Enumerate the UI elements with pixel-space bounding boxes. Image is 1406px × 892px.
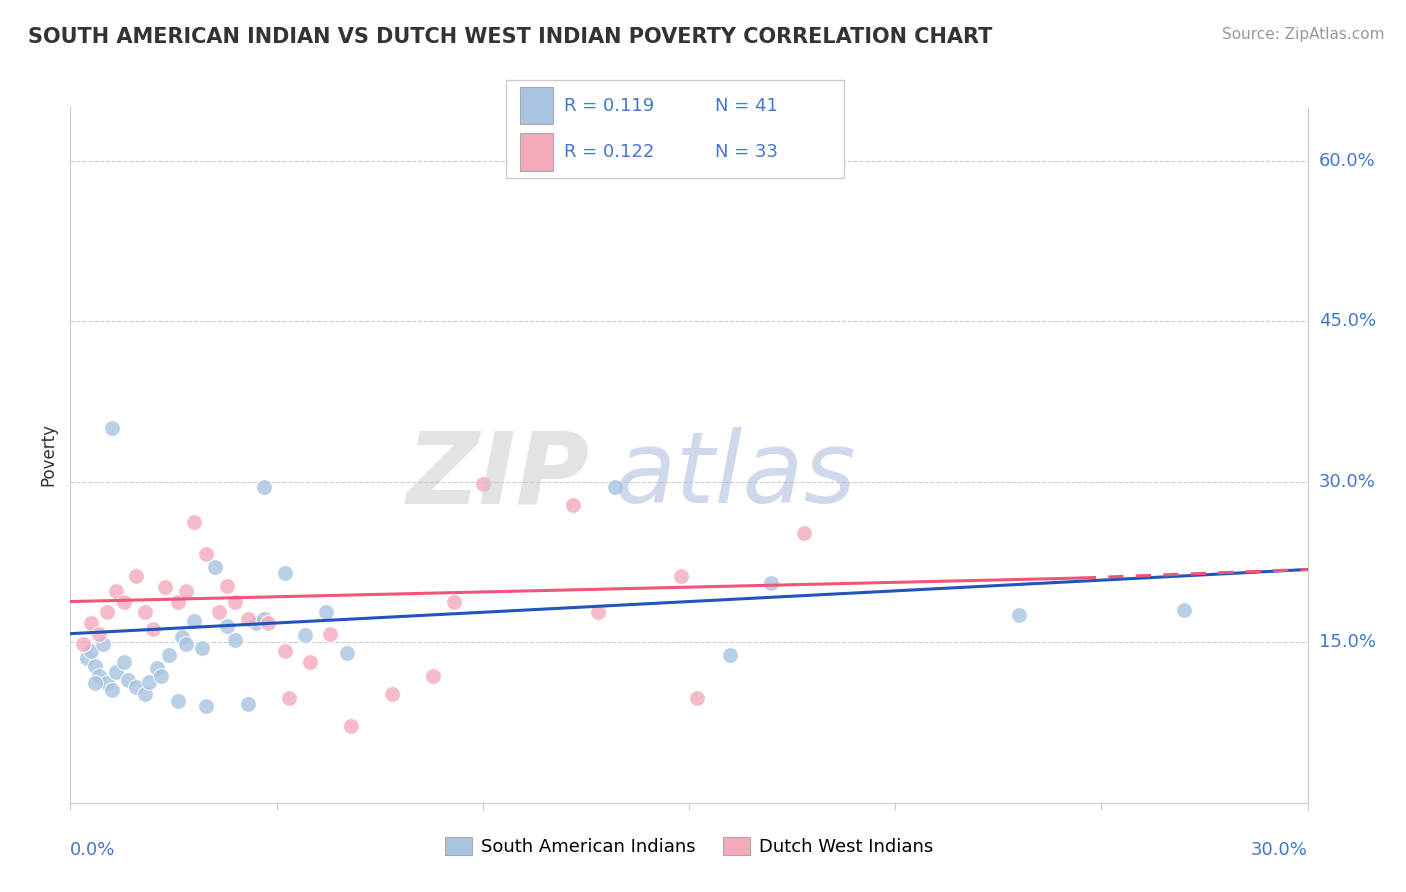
Point — [381, 687, 404, 701]
Text: N = 41: N = 41 — [716, 97, 779, 115]
Point — [183, 614, 205, 628]
Point — [166, 694, 188, 708]
Text: 60.0%: 60.0% — [1319, 152, 1375, 169]
FancyBboxPatch shape — [506, 80, 844, 178]
Point — [257, 615, 280, 630]
Point — [422, 669, 444, 683]
Point — [471, 476, 494, 491]
Point — [204, 560, 226, 574]
Point — [125, 680, 148, 694]
Point — [236, 612, 259, 626]
Point — [253, 612, 276, 626]
Point — [91, 637, 114, 651]
Point — [157, 648, 180, 662]
Point — [134, 605, 156, 619]
Point — [215, 619, 238, 633]
Point — [793, 526, 815, 541]
Point — [224, 594, 246, 608]
Text: ZIP: ZIP — [406, 427, 591, 524]
Point — [586, 605, 609, 619]
Point — [100, 683, 122, 698]
Text: 30.0%: 30.0% — [1319, 473, 1375, 491]
Point — [89, 669, 111, 683]
Point — [236, 698, 259, 712]
Point — [195, 699, 218, 714]
Text: 0.0%: 0.0% — [70, 841, 115, 859]
Text: SOUTH AMERICAN INDIAN VS DUTCH WEST INDIAN POVERTY CORRELATION CHART: SOUTH AMERICAN INDIAN VS DUTCH WEST INDI… — [28, 27, 993, 46]
Point — [117, 673, 139, 687]
Point — [72, 637, 94, 651]
Text: 30.0%: 30.0% — [1251, 841, 1308, 859]
Point — [1173, 603, 1195, 617]
Point — [100, 421, 122, 435]
Point — [603, 480, 626, 494]
Point — [76, 651, 98, 665]
Point — [150, 669, 173, 683]
Point — [89, 626, 111, 640]
Point — [562, 498, 585, 512]
Point — [339, 719, 361, 733]
Text: N = 33: N = 33 — [716, 143, 779, 161]
Point — [80, 644, 103, 658]
Point — [319, 626, 342, 640]
Point — [112, 655, 135, 669]
Point — [183, 516, 205, 530]
Point — [142, 623, 165, 637]
Point — [215, 578, 238, 592]
Point — [253, 480, 276, 494]
Point — [84, 658, 107, 673]
Point — [153, 580, 176, 594]
Point — [84, 676, 107, 690]
Point — [224, 633, 246, 648]
Point — [761, 576, 783, 591]
Text: 15.0%: 15.0% — [1319, 633, 1375, 651]
Point — [294, 628, 316, 642]
Point — [245, 615, 267, 630]
Point — [80, 615, 103, 630]
Point — [274, 644, 297, 658]
Point — [104, 583, 127, 598]
Point — [104, 665, 127, 680]
Point — [170, 630, 193, 644]
Point — [718, 648, 741, 662]
Text: Source: ZipAtlas.com: Source: ZipAtlas.com — [1222, 27, 1385, 42]
Point — [595, 127, 617, 141]
Point — [669, 569, 692, 583]
Legend: South American Indians, Dutch West Indians: South American Indians, Dutch West India… — [437, 830, 941, 863]
Point — [112, 594, 135, 608]
Point — [274, 566, 297, 580]
Point — [686, 690, 709, 705]
Text: atlas: atlas — [614, 427, 856, 524]
Text: 45.0%: 45.0% — [1319, 312, 1376, 330]
Y-axis label: Poverty: Poverty — [39, 424, 58, 486]
Point — [443, 594, 465, 608]
Point — [166, 594, 188, 608]
Bar — [520, 87, 554, 124]
Point — [195, 548, 218, 562]
Point — [208, 605, 231, 619]
Point — [146, 661, 169, 675]
Point — [96, 605, 118, 619]
Point — [191, 640, 214, 655]
Point — [134, 687, 156, 701]
Bar — [520, 133, 554, 170]
Point — [125, 569, 148, 583]
Point — [277, 690, 299, 705]
Point — [315, 605, 337, 619]
Point — [174, 583, 197, 598]
Point — [138, 674, 160, 689]
Point — [96, 676, 118, 690]
Point — [298, 655, 321, 669]
Text: R = 0.122: R = 0.122 — [564, 143, 654, 161]
Point — [336, 646, 359, 660]
Point — [1008, 608, 1031, 623]
Point — [174, 637, 197, 651]
Text: R = 0.119: R = 0.119 — [564, 97, 654, 115]
